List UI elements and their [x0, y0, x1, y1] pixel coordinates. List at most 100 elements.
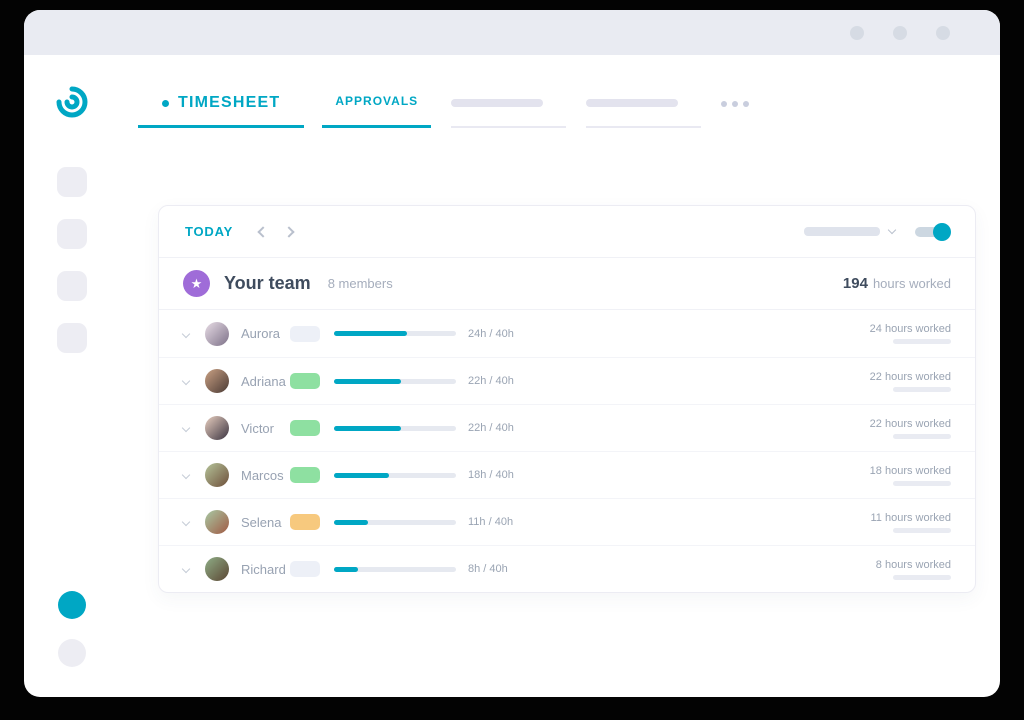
active-tab-dot-icon	[162, 99, 169, 107]
progress-fill	[334, 519, 368, 525]
tab-approvals-label: APPROVALS	[335, 94, 419, 108]
skeleton-bar	[893, 386, 951, 392]
chevron-down-icon[interactable]	[181, 329, 191, 338]
sidebar-item-placeholder[interactable]	[57, 167, 87, 197]
hours-label: 22h / 40h	[468, 422, 514, 434]
chevron-left-icon[interactable]	[257, 225, 269, 238]
toggle-knob	[933, 222, 951, 241]
card-header-controls	[804, 222, 951, 241]
sidebar-item-placeholder[interactable]	[57, 271, 87, 301]
star-glyph: ★	[190, 275, 203, 291]
sidebar	[24, 55, 120, 697]
worked-label: 22 hours worked	[869, 370, 951, 383]
worked-label: 22 hours worked	[869, 417, 951, 430]
member-name: Victor	[241, 420, 274, 436]
avatar	[205, 369, 229, 393]
avatar	[205, 557, 229, 581]
skeleton-bar	[893, 527, 951, 533]
tab-timesheet[interactable]: TIMESHEET	[138, 94, 305, 128]
member-row[interactable]: Adriana 22h / 40h 22 hours worked	[159, 357, 975, 404]
progress-bar	[334, 472, 456, 478]
progress-bar	[334, 566, 456, 572]
hours-label: 24h / 40h	[468, 327, 514, 340]
status-badge	[290, 467, 320, 483]
worked-label: 18 hours worked	[869, 464, 951, 477]
skeleton-bar	[893, 574, 951, 580]
member-row[interactable]: Richard 8h / 40h 8 hours worked	[159, 545, 975, 592]
tab-placeholder[interactable]	[586, 99, 702, 128]
member-row[interactable]: Victor 22h / 40h 22 hours worked	[159, 404, 975, 451]
member-name: Aurora	[241, 326, 281, 341]
row-right-column: 11 hours worked	[870, 512, 951, 533]
skeleton-bar	[893, 339, 951, 344]
app-window: TIMESHEET APPROVALS	[24, 10, 1000, 697]
progress-fill	[334, 378, 402, 384]
chevron-down-icon[interactable]	[181, 376, 191, 386]
avatar	[205, 510, 229, 534]
hours-label: 11h / 40h	[468, 516, 514, 528]
status-badge	[290, 420, 320, 436]
skeleton-bar	[893, 480, 951, 486]
row-right-column: 24 hours worked	[870, 323, 951, 344]
progress-fill	[334, 331, 408, 336]
window-control-dot[interactable]	[850, 25, 864, 40]
brand-logo-icon	[54, 84, 90, 120]
tab-approvals[interactable]: APPROVALS	[322, 94, 432, 128]
chevron-down-icon[interactable]	[181, 517, 191, 527]
tab-placeholder[interactable]	[451, 99, 567, 128]
team-title: Your team	[224, 273, 311, 293]
filter-dropdown-placeholder[interactable]	[804, 227, 880, 236]
member-name: Richard	[241, 561, 286, 577]
avatar	[205, 463, 229, 487]
chevron-down-icon[interactable]	[181, 564, 191, 574]
team-total-hours: 194 hours worked	[843, 275, 951, 292]
tab-timesheet-label: TIMESHEET	[178, 94, 281, 111]
card-header: TODAY	[159, 206, 975, 258]
sidebar-menu	[57, 167, 87, 353]
window-control-dot[interactable]	[936, 25, 950, 40]
progress-bar	[334, 378, 456, 384]
window-control-dot[interactable]	[893, 25, 907, 40]
chevron-down-icon[interactable]	[181, 423, 191, 433]
total-hours-value: 194	[842, 275, 868, 292]
progress-bar	[334, 425, 456, 431]
ellipsis-icon	[743, 101, 750, 107]
sidebar-item-placeholder[interactable]	[57, 219, 87, 249]
member-row[interactable]: Aurora 24h / 40h 24 hours worked	[159, 310, 975, 357]
progress-bar	[334, 519, 456, 525]
chevron-right-icon[interactable]	[283, 225, 295, 238]
ellipsis-icon	[732, 101, 739, 107]
chevron-down-icon[interactable]	[181, 470, 191, 480]
team-star-icon: ★	[183, 270, 210, 297]
worked-label: 11 hours worked	[870, 511, 951, 524]
member-row[interactable]: Selena 11h / 40h 11 hours worked	[159, 498, 975, 545]
toggle-switch[interactable]	[915, 222, 951, 241]
app-body: TIMESHEET APPROVALS	[24, 55, 1000, 697]
hours-label: 18h / 40h	[468, 469, 514, 481]
skeleton-bar	[893, 433, 951, 439]
sidebar-item-placeholder[interactable]	[57, 323, 87, 353]
avatar	[205, 321, 229, 346]
status-badge	[290, 561, 320, 577]
progress-fill	[334, 472, 389, 478]
member-row[interactable]: Marcos 18h / 40h 18 hours worked	[159, 451, 975, 498]
more-tabs-button[interactable]	[721, 101, 750, 128]
status-badge	[290, 514, 320, 530]
worked-label: 24 hours worked	[869, 323, 951, 335]
member-name: Selena	[241, 514, 282, 530]
member-name: Adriana	[241, 373, 286, 389]
progress-fill	[334, 425, 402, 431]
main-content: TIMESHEET APPROVALS	[120, 55, 1000, 697]
row-right-column: 18 hours worked	[870, 465, 951, 486]
team-header-row: ★ Your team 8 members 194 hours worked	[159, 258, 975, 310]
row-right-column: 22 hours worked	[870, 371, 951, 392]
secondary-action-button[interactable]	[58, 639, 86, 667]
timesheet-card: TODAY	[158, 205, 976, 593]
team-members-count: 8 members	[327, 276, 393, 291]
hours-label: 8h / 40h	[468, 563, 508, 575]
avatar	[205, 416, 229, 440]
ellipsis-icon	[721, 101, 728, 107]
chevron-down-icon[interactable]	[887, 225, 897, 235]
primary-action-button[interactable]	[58, 591, 86, 619]
